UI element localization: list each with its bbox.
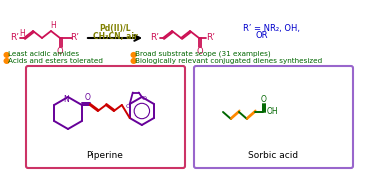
- Text: H: H: [50, 22, 56, 31]
- Text: Piperine: Piperine: [87, 151, 124, 161]
- Text: O: O: [141, 96, 146, 102]
- Text: ●: ●: [130, 56, 137, 66]
- Text: O: O: [57, 47, 63, 56]
- Text: H: H: [19, 30, 25, 39]
- Text: R’: R’: [11, 33, 20, 43]
- Text: Least acidic amides: Least acidic amides: [8, 51, 79, 57]
- Text: R’ = NR₂, OH,: R’ = NR₂, OH,: [243, 24, 300, 33]
- Text: OH: OH: [266, 108, 278, 117]
- Text: CH₃CN, air: CH₃CN, air: [93, 31, 137, 41]
- Text: N: N: [63, 96, 69, 104]
- Text: Biologically relevant conjugated dienes synthesized: Biologically relevant conjugated dienes …: [135, 58, 322, 64]
- Text: O: O: [261, 96, 267, 104]
- Text: OR: OR: [255, 31, 268, 41]
- Text: ●: ●: [130, 49, 137, 58]
- FancyBboxPatch shape: [26, 66, 185, 168]
- FancyBboxPatch shape: [194, 66, 353, 168]
- Text: Pd(II)/L: Pd(II)/L: [99, 24, 131, 33]
- Text: O: O: [197, 47, 203, 56]
- Text: Broad substrate scope (31 examples): Broad substrate scope (31 examples): [135, 51, 271, 57]
- Text: R’: R’: [206, 33, 215, 43]
- Text: Acids and esters tolerated: Acids and esters tolerated: [8, 58, 103, 64]
- Text: R’: R’: [150, 33, 160, 43]
- Text: ●: ●: [3, 56, 10, 66]
- Text: O: O: [85, 92, 91, 102]
- Text: Sorbic acid: Sorbic acid: [248, 151, 298, 161]
- Text: R’: R’: [71, 33, 79, 43]
- Text: O: O: [125, 104, 130, 108]
- Text: ●: ●: [3, 49, 10, 58]
